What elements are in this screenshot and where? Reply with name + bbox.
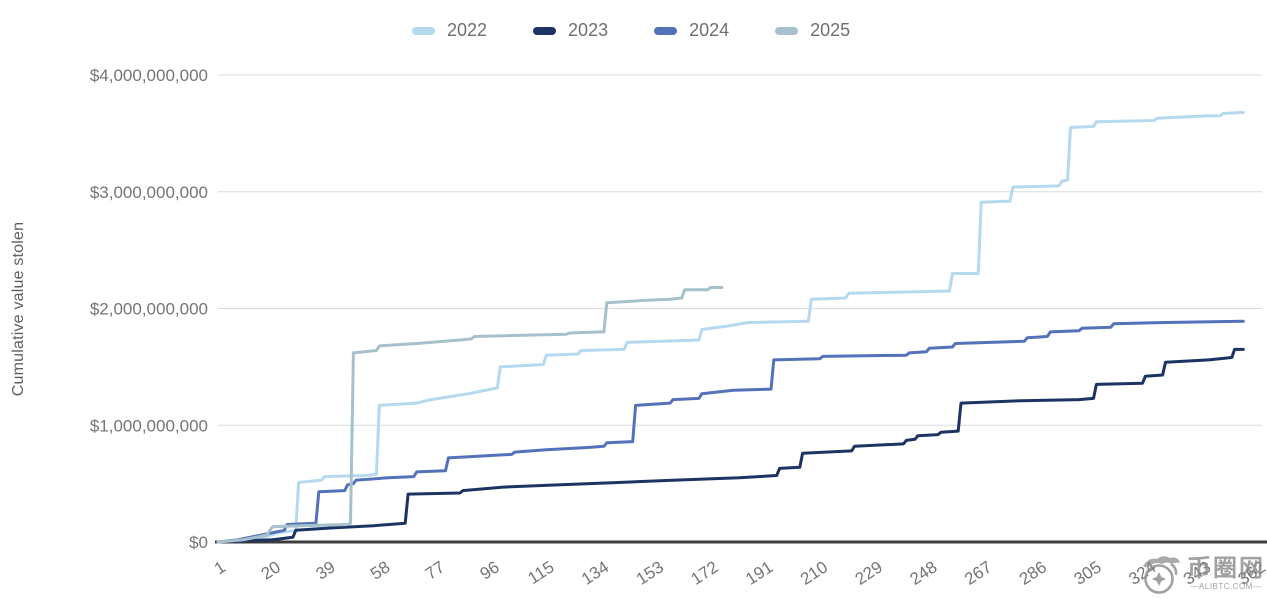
x-tick-label: 248: [906, 557, 940, 588]
legend-item-2024[interactable]: 2024: [654, 20, 729, 41]
legend-label: 2023: [568, 20, 609, 40]
x-tick-label: 1: [211, 557, 229, 578]
watermark-site-name: 币圈网: [1187, 555, 1265, 582]
x-tick-label: 20: [258, 557, 284, 583]
x-tick-label: 77: [422, 557, 448, 583]
x-tick-label: 267: [961, 557, 995, 588]
x-tick-label: 58: [367, 557, 393, 583]
legend-swatch-icon: [412, 26, 435, 35]
y-tick-label: $3,000,000,000: [90, 183, 208, 202]
x-tick-label: 134: [578, 557, 612, 588]
x-tick-label: 115: [524, 557, 557, 588]
legend-swatch-icon: [775, 26, 799, 35]
series-line-2025[interactable]: [216, 286, 724, 544]
x-tick-label: 191: [742, 557, 776, 588]
watermark-logo-icon: [1143, 556, 1180, 594]
x-tick-label: 96: [477, 557, 503, 583]
series-line-2022[interactable]: [216, 110, 1245, 544]
legend-label: 2025: [810, 20, 851, 40]
series-line-2023[interactable]: [216, 347, 1245, 544]
legend-label: 2022: [447, 20, 488, 40]
x-tick-label: 286: [1016, 557, 1050, 588]
x-tick-label: 153: [633, 557, 667, 588]
legend-item-2025[interactable]: 2025: [775, 20, 850, 41]
y-tick-label: $0: [189, 533, 208, 552]
x-tick-label: 305: [1071, 557, 1105, 588]
legend-label: 2024: [689, 20, 730, 40]
x-tick-label: 229: [852, 557, 886, 588]
watermark-domain: —ALIBTC.COM—: [1190, 582, 1262, 591]
legend-swatch-icon: [654, 26, 678, 35]
x-tick-label: 172: [688, 557, 722, 588]
y-tick-label: $1,000,000,000: [90, 416, 208, 435]
chart-legend: 2022 2023 2024 2025: [412, 20, 850, 41]
watermark[interactable]: 币圈网 —ALIBTC.COM—: [1137, 550, 1265, 598]
x-tick-label: 39: [312, 557, 338, 583]
series-line-2024[interactable]: [216, 319, 1245, 544]
x-tick-label: 210: [797, 557, 831, 588]
legend-swatch-icon: [533, 26, 557, 35]
legend-item-2023[interactable]: 2023: [533, 20, 608, 41]
y-tick-label: $2,000,000,000: [90, 300, 208, 319]
legend-item-2022[interactable]: 2022: [412, 20, 487, 41]
y-tick-label: $4,000,000,000: [90, 66, 208, 85]
